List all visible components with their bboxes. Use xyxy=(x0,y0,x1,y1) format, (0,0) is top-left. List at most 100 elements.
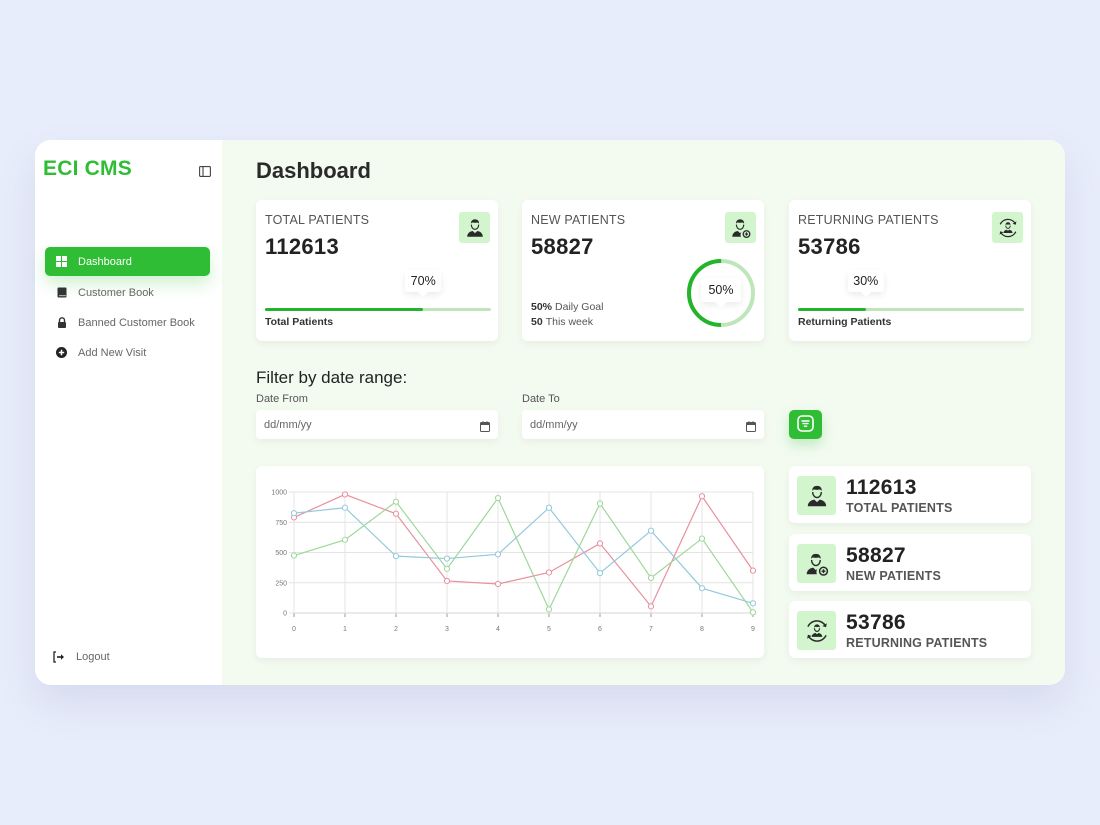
logout-label: Logout xyxy=(76,651,110,663)
data-point xyxy=(596,540,604,547)
stat-label: RETURNING PATIENTS xyxy=(846,636,988,650)
card-value: 53786 xyxy=(798,234,861,259)
app-logo: ECI CMS xyxy=(43,157,132,180)
goal-text: Daily Goal xyxy=(555,301,604,313)
user-add-icon xyxy=(797,544,836,583)
date-to-input[interactable] xyxy=(530,410,730,439)
week-value: 50 xyxy=(531,316,543,328)
data-point xyxy=(698,493,706,500)
stat-value: 53786 xyxy=(846,611,906,634)
stat-value: 58827 xyxy=(846,544,906,567)
date-from-input[interactable] xyxy=(264,410,464,439)
x-tick-label: 7 xyxy=(649,626,653,633)
data-point xyxy=(443,577,451,585)
sidebar-item-add-new-visit[interactable]: Add New Visit xyxy=(45,338,210,367)
calendar-icon[interactable] xyxy=(480,419,490,432)
y-tick-label: 250 xyxy=(275,580,287,587)
x-tick-label: 6 xyxy=(598,626,602,633)
sidebar-item-banned-customer-book[interactable]: Banned Customer Book xyxy=(45,308,210,337)
data-point xyxy=(545,504,553,511)
data-point xyxy=(443,555,451,562)
data-point xyxy=(392,553,400,560)
sidebar-item-customer-book[interactable]: Customer Book xyxy=(45,278,210,307)
card-value: 58827 xyxy=(531,234,594,259)
series-line-3 xyxy=(293,496,754,613)
progress-fill xyxy=(265,308,424,311)
y-tick-label: 750 xyxy=(275,520,287,527)
y-tick-label: 0 xyxy=(283,611,287,618)
x-tick-label: 0 xyxy=(292,626,296,633)
progress-ring xyxy=(687,259,755,327)
y-tick-label: 1000 xyxy=(271,490,287,497)
x-tick-label: 8 xyxy=(700,626,704,633)
apply-filter-button[interactable] xyxy=(789,410,822,439)
sidebar: ECI CMS Dashboard Customer Book Banned C… xyxy=(35,140,222,685)
plus-circle-icon xyxy=(56,347,67,358)
date-from-label: Date From xyxy=(256,393,308,405)
sidebar-item-label: Banned Customer Book xyxy=(78,316,195,329)
x-tick-label: 3 xyxy=(445,626,449,633)
main-content: Dashboard TOTAL PATIENTS 112613 70% Tota… xyxy=(222,140,1065,685)
stat-returning-patients: 53786 RETURNING PATIENTS xyxy=(789,601,1031,658)
data-point xyxy=(749,600,757,607)
x-tick-label: 4 xyxy=(496,626,500,633)
total-patients-card: TOTAL PATIENTS 112613 70% Total Patients xyxy=(256,200,498,341)
x-tick-label: 9 xyxy=(751,626,755,633)
sidebar-item-dashboard[interactable]: Dashboard xyxy=(45,247,210,276)
data-point xyxy=(392,510,400,517)
series-line-1 xyxy=(293,493,754,608)
data-point xyxy=(749,609,757,616)
progress-tooltip: 30% xyxy=(847,270,884,297)
data-point xyxy=(494,551,502,558)
logout-button[interactable]: Logout xyxy=(53,651,110,663)
sidebar-item-label: Customer Book xyxy=(78,286,154,299)
data-point xyxy=(698,535,706,542)
data-point xyxy=(647,574,655,582)
user-icon xyxy=(459,212,490,243)
progress-bar xyxy=(798,308,1024,311)
stat-label: NEW PATIENTS xyxy=(846,569,941,583)
data-point xyxy=(494,580,502,588)
x-tick-label: 5 xyxy=(547,626,551,633)
logout-icon xyxy=(53,651,65,663)
filter-icon xyxy=(797,414,814,435)
page-title: Dashboard xyxy=(256,158,371,183)
x-tick-label: 1 xyxy=(343,626,347,633)
data-point xyxy=(392,498,400,505)
returning-patients-card: RETURNING PATIENTS 53786 30% Returning P… xyxy=(789,200,1031,341)
sidebar-toggle-icon[interactable] xyxy=(199,164,211,177)
app-window: ECI CMS Dashboard Customer Book Banned C… xyxy=(35,140,1065,685)
new-patients-card: NEW PATIENTS 58827 50% Daily Goal 50 This … xyxy=(522,200,764,341)
data-point xyxy=(341,504,349,511)
card-footer: Total Patients xyxy=(265,316,334,328)
card-value: 112613 xyxy=(265,234,339,259)
grid-icon xyxy=(56,256,67,267)
card-footer: Returning Patients xyxy=(798,316,892,328)
series-line-2 xyxy=(293,506,754,604)
data-point xyxy=(698,585,706,592)
user-refresh-icon xyxy=(797,611,836,650)
sidebar-item-label: Dashboard xyxy=(78,255,132,268)
data-point xyxy=(545,569,553,576)
data-point xyxy=(341,536,349,543)
progress-bar xyxy=(265,308,491,311)
data-point xyxy=(596,569,604,577)
y-tick-label: 500 xyxy=(275,550,287,557)
data-point xyxy=(290,552,298,559)
data-point xyxy=(647,527,655,534)
card-label: RETURNING PATIENTS xyxy=(798,213,939,227)
data-point xyxy=(749,567,757,574)
lock-icon xyxy=(56,317,67,328)
user-refresh-icon xyxy=(992,212,1023,243)
week-text: This week xyxy=(545,316,593,328)
data-point xyxy=(647,603,655,610)
progress-fill xyxy=(798,308,866,311)
goal-value: 50% xyxy=(531,301,553,313)
x-tick-label: 2 xyxy=(394,626,398,633)
data-point xyxy=(443,565,451,572)
calendar-icon[interactable] xyxy=(746,419,756,432)
data-point xyxy=(494,494,502,502)
data-point xyxy=(545,606,553,613)
chart-canvas: 0 250 500 750 1000 0 1 2 3 4 5 6 7 8 9 xyxy=(271,490,757,633)
card-label: TOTAL PATIENTS xyxy=(265,213,370,227)
